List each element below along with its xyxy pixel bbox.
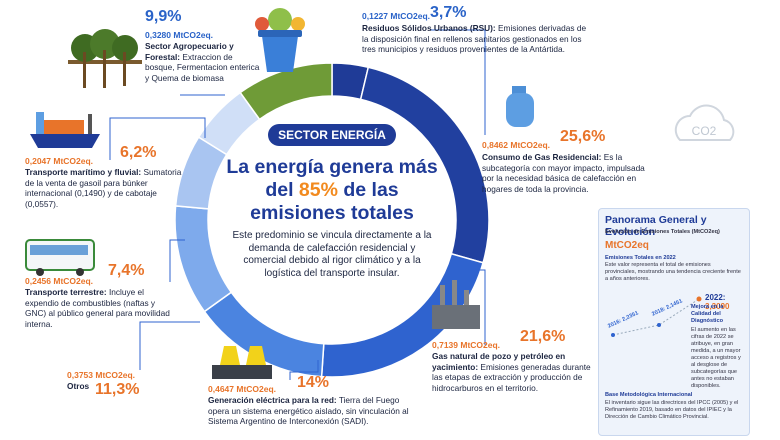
- category-title: Gas natural de pozo y petróleo en yacimi…: [432, 351, 566, 372]
- note-title: Mejora en la Calidad del Diagnóstico: [691, 304, 724, 324]
- category-title: Transporte terrestre:: [25, 287, 107, 297]
- description: Gas natural de pozo y petróleo en yacimi…: [432, 351, 600, 393]
- side-panel: Panorama General y Evolución Evolución d…: [598, 208, 750, 436]
- headline-text: de las emisiones totales: [250, 179, 414, 224]
- description: Generación eléctrica para la red: Tierra…: [208, 395, 413, 427]
- note-text: El aumento en las cifras de 2022 se atri…: [691, 327, 741, 389]
- description: Consumo de Gas Residencial: Es la subcat…: [482, 152, 654, 194]
- headline-highlight: 85%: [298, 179, 338, 201]
- method-title: Base Metodológica Internacional: [605, 392, 693, 398]
- category-title: Residuos Sólidos Urbanos (RSU):: [362, 23, 496, 33]
- category-title: Consumo de Gas Residencial:: [482, 152, 602, 162]
- description-text: Sumatoria de la venta de gasoil para bún…: [25, 167, 182, 209]
- amount-label: 0,8462 MtCO2eq.: [482, 140, 551, 150]
- donut-segment: [239, 62, 333, 121]
- body-text: Este predominio se vincula directamente …: [232, 230, 432, 279]
- point-year: 2022:: [705, 293, 726, 302]
- amount-label: 0,4647 MtCO2eq.: [208, 384, 277, 394]
- point-label: 2022: 3,3090: [705, 293, 749, 311]
- method-text: El inventario sigue las directrices del …: [605, 400, 739, 420]
- headline: La energía genera más del 85% de las emi…: [218, 156, 446, 225]
- power-plant-icon: [212, 346, 272, 379]
- category-title: Sector Agropecuario y Forestal:: [145, 41, 234, 62]
- category-title: Generación eléctrica para la red:: [208, 395, 337, 405]
- point-value: 3,3090: [705, 302, 730, 311]
- amount-label: 0,2456 MtCO2eq.: [25, 276, 94, 286]
- description-text: Es la subcategoría con mayor impacto, im…: [482, 152, 645, 194]
- panel-section: Emisiones Totales en 2022: [605, 255, 676, 261]
- amount-label: 0,3753 MtCO2eq.: [67, 370, 136, 380]
- panel-text: Este valor representa el total de emisio…: [605, 262, 741, 282]
- panel-subtitle: Evolución de Emisiones Totales (MtCO2eq): [605, 229, 720, 235]
- description-text: Emisiones derivadas de la disposición fi…: [362, 23, 587, 54]
- factory-icon: [432, 280, 480, 329]
- trend-line: [611, 296, 702, 337]
- percent-label: 11,3%: [95, 381, 140, 398]
- amount-label: 0,2047 MtCO2eq.: [25, 156, 94, 166]
- bus-icon: [25, 239, 95, 276]
- trees-icon: [68, 29, 142, 88]
- panel-unit: MtCO2eq: [605, 240, 649, 251]
- percent-label: 14%: [297, 374, 330, 391]
- panel-title: Panorama General y Evolución: [605, 214, 707, 238]
- gas-cylinder-icon: [506, 86, 534, 127]
- description: Transporte marítimo y fluvial: Sumatoria…: [25, 167, 185, 209]
- percent-label: 6,2%: [120, 144, 157, 161]
- description-text: Incluye el expendio de combustibles (naf…: [25, 287, 170, 329]
- description: Otros: [67, 381, 107, 392]
- description-text: Extraccion de bosque, Fermentacion enter…: [145, 51, 260, 83]
- category-title: Otros: [67, 381, 90, 391]
- description: Transporte terrestre: Incluye el expendi…: [25, 287, 175, 329]
- connector-lines: [109, 29, 486, 380]
- headline-text: La energía genera más del: [226, 156, 438, 201]
- percent-label: 21,6%: [520, 328, 566, 345]
- description: Sector Agropecuario y Forestal: Extracci…: [145, 41, 260, 83]
- amount-label: 0,1227 MtCO2eq.: [362, 11, 431, 21]
- percent-label: 3,7%: [430, 4, 467, 21]
- ship-icon: [30, 112, 100, 148]
- co2-text: CO2: [692, 124, 717, 138]
- amount-label: 0,3280 MtCO2eq.: [145, 30, 214, 40]
- co2-cloud-icon: CO2: [674, 104, 735, 141]
- trash-icon: [255, 8, 305, 72]
- percent-label: 9,9%: [145, 8, 182, 25]
- percent-label: 7,4%: [108, 262, 145, 279]
- description-text: Tierra del Fuego opera un sistema energé…: [208, 395, 409, 426]
- percent-label: 25,6%: [560, 128, 606, 145]
- description-text: Emisiones generadas durante las etapas d…: [432, 361, 591, 393]
- category-title: Transporte marítimo y fluvial:: [25, 167, 142, 177]
- description: Residuos Sólidos Urbanos (RSU): Emisione…: [362, 23, 594, 55]
- amount-label: 0,7139 MtCO2eq.: [432, 340, 501, 350]
- badge: SECTOR ENERGÍA: [268, 124, 396, 146]
